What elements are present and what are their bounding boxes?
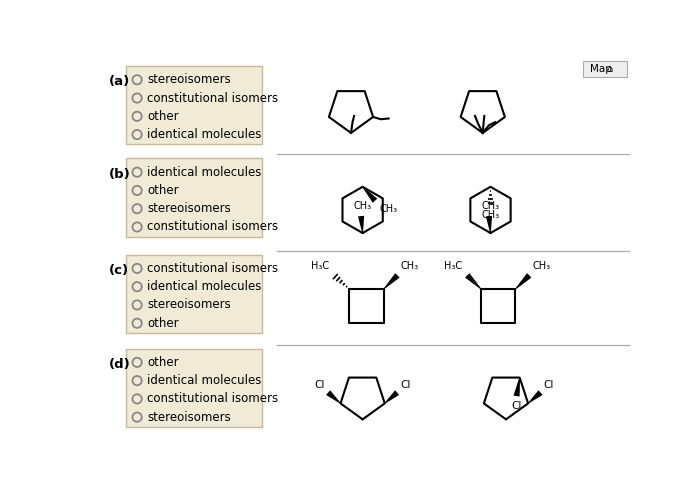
Text: H₃C: H₃C: [312, 261, 329, 271]
FancyBboxPatch shape: [126, 349, 262, 427]
Text: Cl: Cl: [512, 401, 522, 411]
Text: stereoisomers: stereoisomers: [147, 411, 231, 424]
Text: identical molecules: identical molecules: [147, 374, 262, 387]
Text: Cl: Cl: [544, 379, 554, 389]
Text: stereoisomers: stereoisomers: [147, 298, 231, 311]
Text: constitutional isomers: constitutional isomers: [147, 262, 279, 275]
Text: (d): (d): [109, 358, 131, 371]
Text: identical molecules: identical molecules: [147, 128, 262, 141]
Text: CH₃: CH₃: [354, 202, 372, 212]
Text: other: other: [147, 110, 178, 123]
Text: CH₃: CH₃: [482, 210, 500, 220]
FancyBboxPatch shape: [126, 158, 262, 237]
Text: CH₃: CH₃: [400, 261, 419, 271]
Text: other: other: [147, 356, 178, 369]
FancyBboxPatch shape: [582, 61, 627, 77]
Polygon shape: [515, 273, 531, 289]
Text: CH₃: CH₃: [379, 204, 398, 214]
Text: Map: Map: [589, 64, 612, 74]
Text: Cl: Cl: [400, 379, 411, 389]
Polygon shape: [384, 273, 400, 289]
Text: identical molecules: identical molecules: [147, 166, 262, 179]
Text: stereoisomers: stereoisomers: [147, 202, 231, 215]
Polygon shape: [358, 216, 364, 233]
Text: Cl: Cl: [314, 379, 325, 389]
Polygon shape: [384, 390, 399, 404]
Text: CH₃: CH₃: [533, 261, 550, 271]
Polygon shape: [486, 216, 492, 233]
Text: (c): (c): [109, 264, 130, 277]
Text: identical molecules: identical molecules: [147, 280, 262, 293]
Text: constitutional isomers: constitutional isomers: [147, 92, 279, 105]
Text: other: other: [147, 317, 178, 330]
Text: stereoisomers: stereoisomers: [147, 73, 231, 86]
Text: constitutional isomers: constitutional isomers: [147, 221, 279, 234]
Text: H₃C: H₃C: [444, 261, 463, 271]
Text: ⌂: ⌂: [606, 64, 612, 74]
FancyBboxPatch shape: [126, 66, 262, 144]
Polygon shape: [465, 273, 482, 289]
Text: (a): (a): [109, 75, 130, 88]
Text: constitutional isomers: constitutional isomers: [147, 392, 279, 405]
Text: CH₃: CH₃: [482, 202, 500, 212]
Polygon shape: [514, 377, 520, 396]
FancyBboxPatch shape: [126, 254, 262, 333]
Polygon shape: [363, 187, 377, 203]
Text: other: other: [147, 184, 178, 197]
Text: (b): (b): [109, 167, 131, 181]
Polygon shape: [528, 390, 542, 404]
Polygon shape: [326, 390, 341, 404]
